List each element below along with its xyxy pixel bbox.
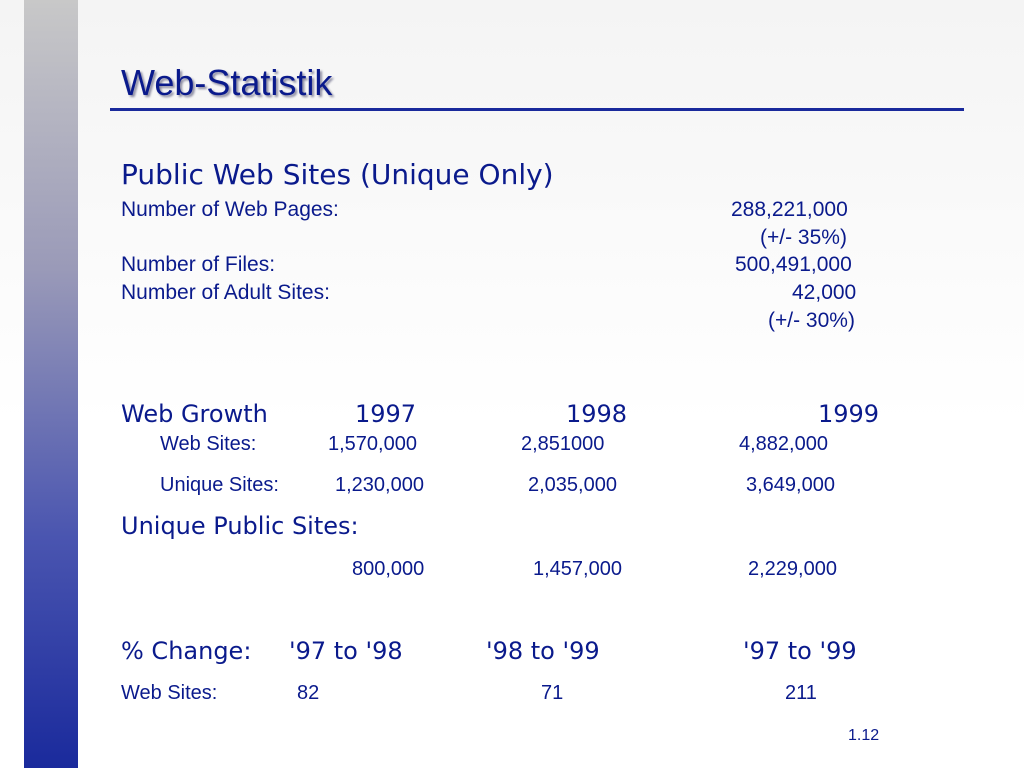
change-web-sites-98-99: 71 bbox=[541, 682, 564, 704]
percent-change-label: % Change: bbox=[121, 637, 252, 665]
change-period-98-99: '98 to '99 bbox=[486, 637, 600, 665]
unique-sites-1997: 1,230,000 bbox=[335, 474, 424, 496]
web-sites-1997: 1,570,000 bbox=[328, 433, 417, 455]
web-growth-label: Web Growth bbox=[121, 400, 268, 428]
unique-public-1997: 800,000 bbox=[352, 558, 425, 580]
change-period-97-98: '97 to '98 bbox=[289, 637, 403, 665]
web-sites-1998: 2,851000 bbox=[521, 433, 605, 455]
public-sites-heading: Public Web Sites (Unique Only) bbox=[121, 158, 554, 191]
unique-sites-1999: 3,649,000 bbox=[746, 474, 835, 496]
web-sites-row-label: Web Sites: bbox=[160, 433, 257, 455]
change-web-sites-97-99: 211 bbox=[785, 682, 817, 704]
growth-year-1997: 1997 bbox=[355, 400, 417, 428]
title-underline bbox=[110, 108, 964, 111]
web-pages-value: 288,221,000 bbox=[731, 198, 848, 221]
unique-public-1999: 2,229,000 bbox=[748, 558, 837, 580]
adult-sites-margin: (+/- 30%) bbox=[768, 309, 855, 332]
slide-title: Web-Statistik bbox=[121, 62, 333, 103]
adult-sites-label: Number of Adult Sites: bbox=[121, 281, 330, 304]
change-web-sites-label: Web Sites: bbox=[121, 682, 218, 704]
unique-sites-1998: 2,035,000 bbox=[528, 474, 617, 496]
left-decorative-bar bbox=[24, 0, 78, 768]
change-web-sites-97-98: 82 bbox=[297, 682, 320, 704]
change-period-97-99: '97 to '99 bbox=[743, 637, 857, 665]
adult-sites-value: 42,000 bbox=[792, 281, 857, 304]
page-number: 1.12 bbox=[848, 727, 880, 744]
growth-year-1999: 1999 bbox=[818, 400, 880, 428]
unique-sites-row-label: Unique Sites: bbox=[160, 474, 279, 496]
files-value: 500,491,000 bbox=[735, 253, 852, 276]
web-pages-margin: (+/- 35%) bbox=[760, 226, 847, 249]
growth-year-1998: 1998 bbox=[566, 400, 628, 428]
unique-public-1998: 1,457,000 bbox=[533, 558, 622, 580]
web-sites-1999: 4,882,000 bbox=[739, 433, 828, 455]
web-pages-label: Number of Web Pages: bbox=[121, 198, 339, 221]
files-label: Number of Files: bbox=[121, 253, 276, 276]
unique-public-sites-label: Unique Public Sites: bbox=[121, 512, 359, 540]
